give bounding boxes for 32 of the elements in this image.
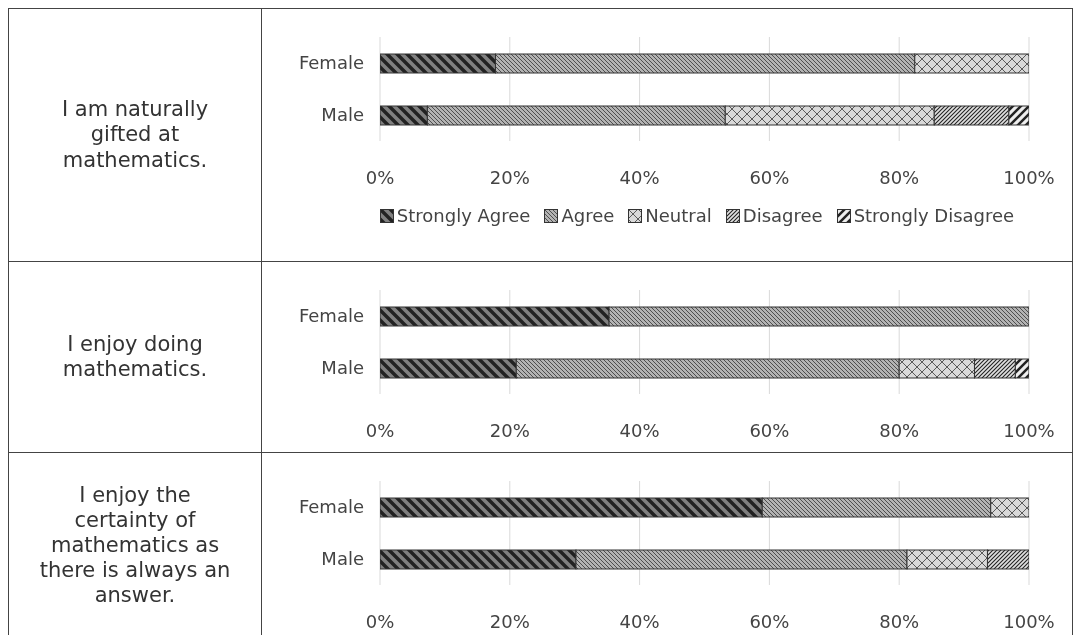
- x-tick-label: 0%: [365, 166, 395, 188]
- text: I enjoy the certainty of mathematics as there is always an answer.: [9, 453, 262, 635]
- x-tick-label: 0%: [365, 419, 395, 441]
- y-tick-label: Male: [321, 104, 364, 126]
- x-tick-label: 100%: [1003, 166, 1055, 188]
- x-tick-label: 100%: [1003, 610, 1055, 632]
- legend-label: Strongly Disagree: [853, 205, 1015, 226]
- x-tick-label: 20%: [489, 419, 530, 441]
- x-tick-label: 40%: [619, 419, 660, 441]
- y-tick-label: Female: [298, 305, 364, 327]
- x-tick-label: 60%: [749, 419, 790, 441]
- legend-label: Agree: [561, 205, 615, 226]
- y-tick-label: Female: [298, 496, 364, 518]
- x-tick-label: 40%: [619, 610, 660, 632]
- legend-label: Neutral: [645, 205, 712, 226]
- x-tick-label: 80%: [879, 166, 920, 188]
- x-tick-label: 0%: [365, 610, 395, 632]
- legend-label: Disagree: [742, 205, 823, 226]
- legend-label: Strongly Agree: [396, 205, 531, 226]
- x-tick-label: 80%: [879, 419, 920, 441]
- x-tick-label: 20%: [489, 166, 530, 188]
- x-tick-label: 20%: [489, 610, 530, 632]
- y-tick-label: Male: [321, 548, 364, 570]
- x-tick-label: 80%: [879, 610, 920, 632]
- text: I am naturally gifted at mathematics.: [9, 9, 262, 261]
- x-tick-label: 100%: [1003, 419, 1055, 441]
- x-tick-label: 60%: [749, 610, 790, 632]
- x-tick-label: 40%: [619, 166, 660, 188]
- y-tick-label: Male: [321, 357, 364, 379]
- text: I enjoy doing mathematics.: [9, 262, 262, 452]
- y-tick-label: Female: [298, 52, 364, 74]
- x-tick-label: 60%: [749, 166, 790, 188]
